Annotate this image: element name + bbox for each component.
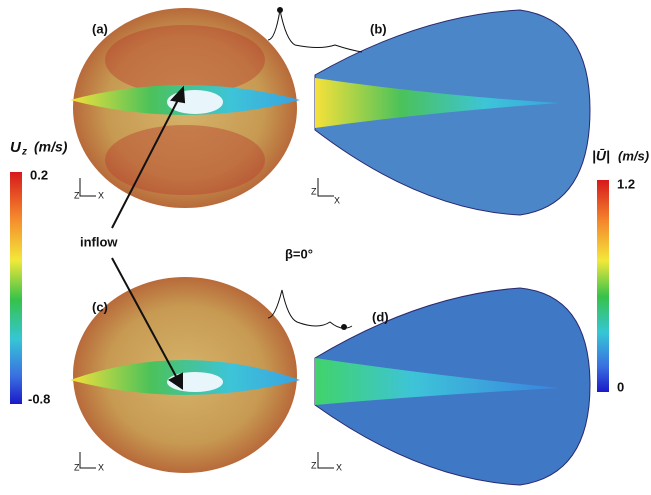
vector-field-b — [315, 10, 590, 215]
figure: (a) (b) (c) (d) inflow β=0° U z (m/s) 0.… — [0, 0, 651, 495]
triad-z: Z — [74, 462, 80, 472]
inflow-label: inflow — [80, 234, 118, 249]
vector-field-d — [315, 288, 590, 485]
triad-z: Z — [74, 190, 80, 200]
panel-label: (a) — [92, 21, 108, 36]
triad-x: X — [98, 462, 104, 472]
angle-label: β=0° — [285, 246, 313, 261]
triad-z: Z — [311, 460, 317, 470]
colorbar-unit: (m/s) — [34, 139, 68, 155]
colorbar-max: 0.2 — [30, 167, 48, 182]
colorbar-subscript: z — [21, 147, 27, 158]
panel-label: (b) — [370, 21, 387, 36]
colorbar-min: 0 — [617, 379, 624, 394]
colorbar-symbol: |Ū| — [592, 148, 610, 164]
colorbar-symbol: U — [10, 139, 22, 156]
panel-label: (c) — [92, 299, 108, 314]
phase-marker — [341, 324, 347, 330]
triad-x: X — [336, 462, 342, 472]
triad-x: X — [98, 190, 104, 200]
colorbar-min: -0.8 — [28, 391, 50, 406]
colorbar-max: 1.2 — [617, 176, 635, 191]
vector-field-a — [70, 8, 300, 208]
waveform — [268, 10, 362, 52]
phase-marker — [277, 7, 283, 13]
triad-z: Z — [311, 186, 317, 196]
colorbar — [10, 172, 22, 404]
colorbar-unit: (m/s) — [618, 148, 649, 163]
triad-x: X — [334, 195, 340, 205]
waveform — [268, 290, 352, 328]
panel-label: (d) — [372, 309, 389, 324]
colorbar — [597, 180, 609, 392]
